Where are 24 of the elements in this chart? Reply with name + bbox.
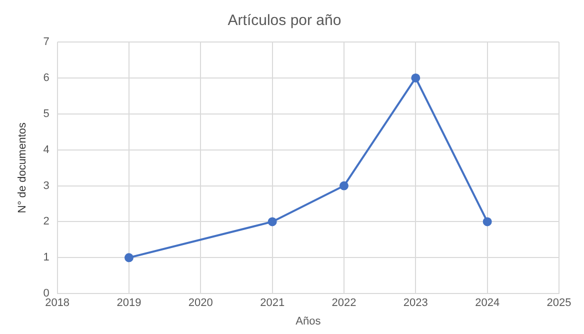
point — [268, 217, 277, 226]
y-axis-title: N° de documentos — [16, 122, 29, 214]
x-tick-label: 2025 — [546, 297, 572, 310]
y-tick-label: 6 — [43, 72, 50, 84]
x-tick-label: 2019 — [116, 297, 142, 310]
x-axis-title: Años — [296, 315, 322, 328]
x-tick-label: 2024 — [475, 297, 500, 310]
y-tick-label: 3 — [43, 180, 50, 192]
y-tick-label: 1 — [43, 252, 50, 264]
x-tick-label: 2018 — [45, 297, 70, 310]
chart-title: Artículos por año — [228, 12, 342, 30]
point — [482, 217, 492, 226]
point — [124, 253, 134, 262]
y-tick-label: 4 — [43, 144, 50, 156]
x-tick-label: 2022 — [332, 297, 356, 310]
x-tick-label: 2020 — [188, 297, 213, 310]
y-tick-label: 5 — [43, 108, 50, 120]
point — [411, 73, 420, 82]
y-tick-label: 2 — [43, 216, 50, 228]
x-tick-label: 2021 — [260, 297, 285, 310]
point — [339, 181, 348, 190]
x-tick-label: 2023 — [403, 297, 428, 310]
y-tick-label: 7 — [43, 36, 50, 48]
y-tick-label: 0 — [43, 288, 50, 300]
